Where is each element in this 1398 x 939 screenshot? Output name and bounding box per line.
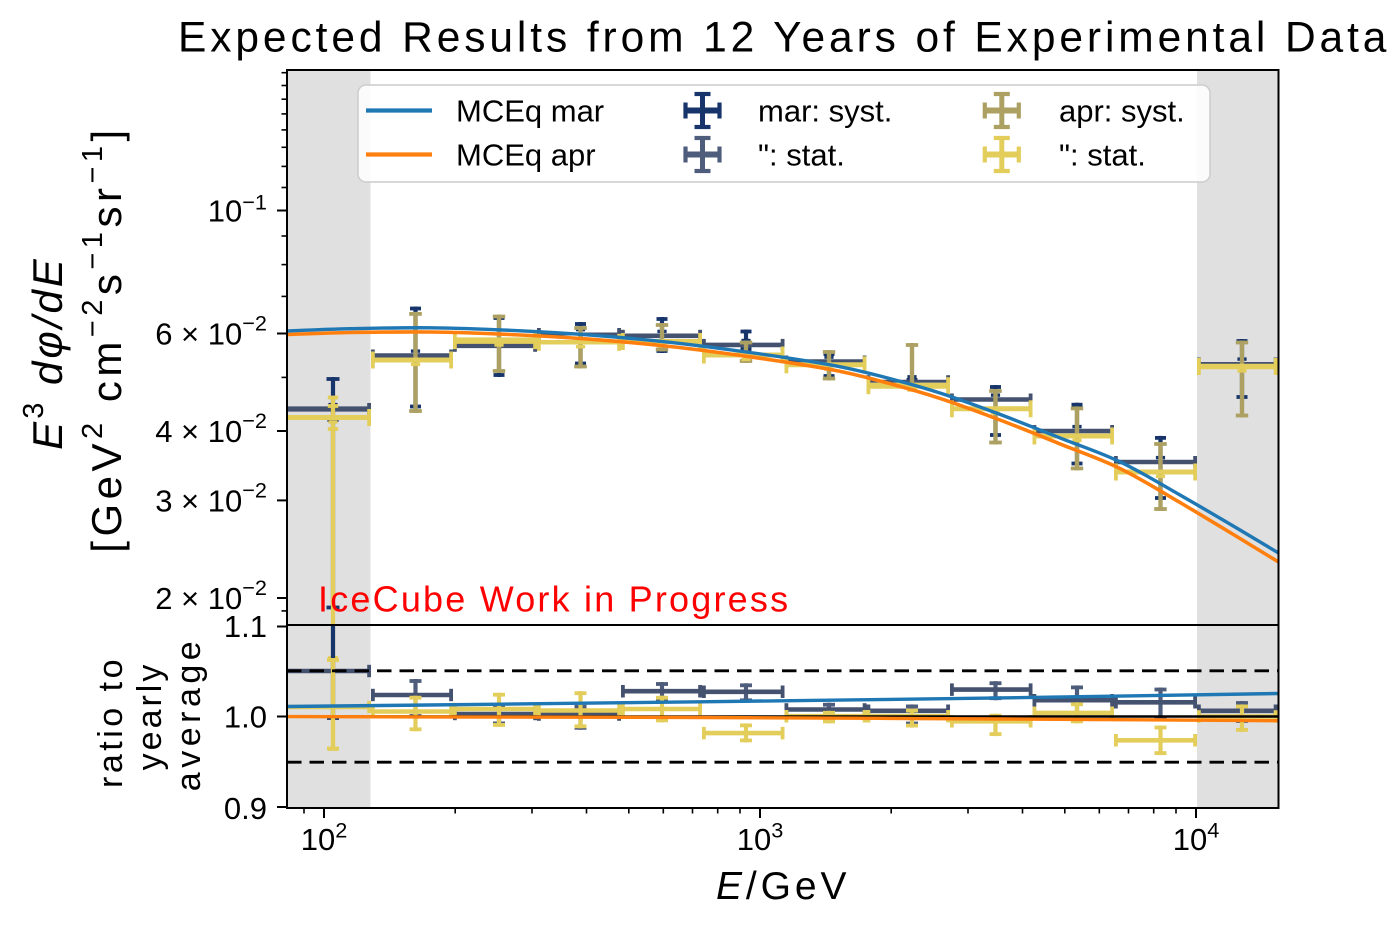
svg-text:1.0: 1.0 <box>224 700 267 735</box>
svg-text:MCEq apr: MCEq apr <box>456 138 596 173</box>
svg-text:0.9: 0.9 <box>224 791 267 826</box>
svg-text:[GeV2 cm−2s−1sr−1]: [GeV2 cm−2s−1sr−1] <box>77 125 130 552</box>
svg-text:Expected Results from 12 Years: Expected Results from 12 Years of Experi… <box>178 15 1390 62</box>
svg-text:IceCube Work in Progress: IceCube Work in Progress <box>318 579 790 620</box>
svg-text:": stat.: ": stat. <box>1059 138 1146 173</box>
svg-text:MCEq mar: MCEq mar <box>456 94 604 129</box>
svg-text:1.1: 1.1 <box>224 609 267 644</box>
svg-text:E/GeV: E/GeV <box>716 865 850 908</box>
svg-text:": stat.: ": stat. <box>758 138 845 173</box>
svg-text:average: average <box>170 637 208 791</box>
svg-text:yearly: yearly <box>131 662 169 771</box>
svg-text:103: 103 <box>737 818 784 857</box>
svg-text:ratio to: ratio to <box>92 656 130 788</box>
svg-text:apr: syst.: apr: syst. <box>1059 94 1185 129</box>
svg-text:mar: syst.: mar: syst. <box>758 94 892 129</box>
svg-text:E3 dφ/dE: E3 dφ/dE <box>18 256 71 450</box>
